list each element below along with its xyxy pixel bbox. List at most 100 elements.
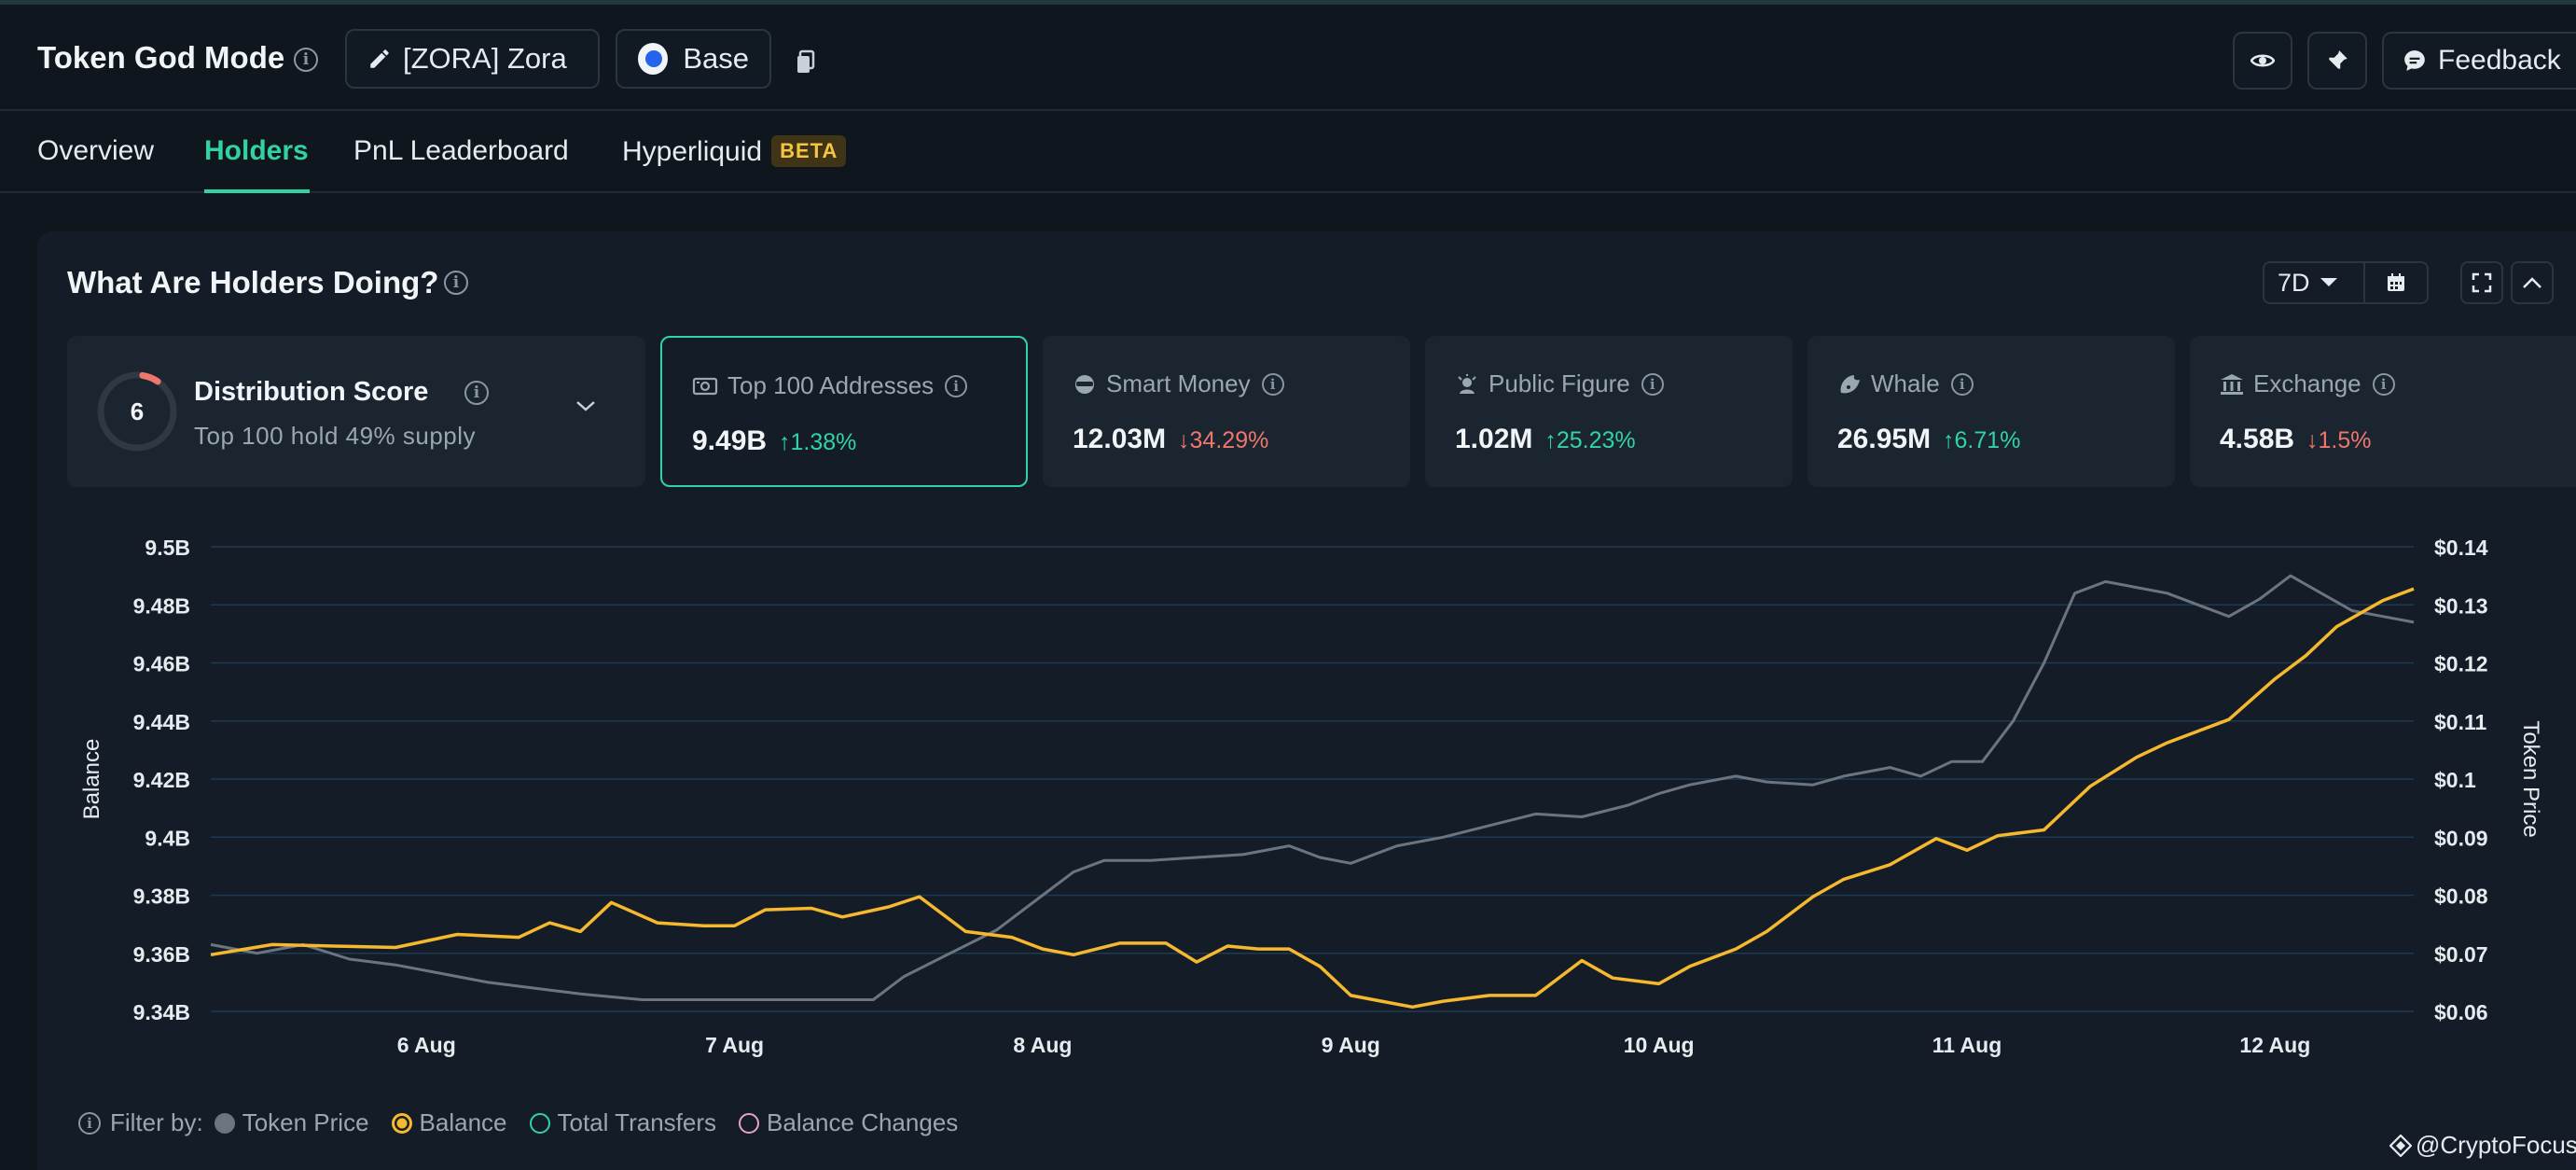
watermark: @CryptoFocus	[2389, 1131, 2576, 1160]
caret-down-icon	[2320, 278, 2337, 286]
change-percent: 1.5%	[2318, 427, 2372, 453]
feedback-label: Feedback	[2438, 45, 2561, 76]
smart-money-card[interactable]: Smart Money i 12.03M ↓34.29%	[1043, 336, 1410, 487]
token-label: [ZORA] Zora	[403, 42, 567, 75]
series-line-token-price	[210, 574, 2415, 1001]
token-selector-button[interactable]: [ZORA] Zora	[345, 29, 600, 89]
x-tick-label: 10 Aug	[1624, 1033, 1695, 1057]
info-icon[interactable]: i	[294, 48, 318, 72]
info-icon[interactable]: i	[1261, 372, 1284, 396]
change-percent: 25.23%	[1556, 427, 1636, 453]
change-percent: 34.29%	[1189, 427, 1269, 453]
change-down: ↓34.29%	[1171, 427, 1268, 453]
public-figure-icon	[1458, 373, 1476, 394]
y-tick-label: 9.34B	[133, 1000, 190, 1024]
holders-chart[interactable]: 9.34B 9.36B 9.38B 9.4B 9.42B 9.44B 9.46B 9.48B 9…	[37, 521, 2576, 1099]
watch-button[interactable]	[2233, 32, 2292, 90]
top-100-addresses-card[interactable]: Top 100 Addresses i 9.49B ↑1.38%	[660, 336, 1028, 487]
info-icon[interactable]: i	[464, 381, 489, 405]
y2-tick-label: $0.13	[2434, 593, 2488, 618]
tab-bar: Overview Holders PnL Leaderboard Hyperli…	[0, 113, 2576, 193]
info-icon[interactable]: i	[1950, 372, 1974, 396]
legend-total-transfers[interactable]: Total Transfers	[529, 1108, 717, 1137]
arrow-up-icon: ↑	[772, 429, 791, 455]
feedback-button[interactable]: Feedback	[2382, 32, 2576, 90]
tab-holders[interactable]: Holders	[204, 135, 310, 193]
y-tick-label: 9.46B	[133, 652, 190, 676]
top-accent-line	[0, 0, 2576, 5]
expand-icon	[2472, 272, 2492, 293]
card-label: Exchange	[2253, 369, 2361, 397]
y2-tick-label: $0.14	[2434, 536, 2488, 560]
change-up: ↑25.23%	[1538, 427, 1635, 453]
chain-selector-button[interactable]: Base	[616, 29, 771, 89]
copy-icon[interactable]	[796, 49, 816, 76]
filter-label: Filter by:	[110, 1108, 203, 1136]
tab-overview[interactable]: Overview	[37, 135, 155, 166]
info-icon[interactable]: i	[78, 1111, 101, 1135]
tab-pnl-leaderboard[interactable]: PnL Leaderboard	[353, 135, 569, 166]
pin-button[interactable]	[2307, 32, 2367, 90]
distribution-score-card[interactable]: 6 Distribution Score i Top 100 hold 49% …	[67, 336, 645, 487]
exchange-card[interactable]: Exchange i 4.58B ↓1.5%	[2190, 336, 2576, 487]
y-axis-label: Balance	[79, 739, 104, 820]
x-tick-label: 6 Aug	[397, 1033, 456, 1057]
score-gauge	[97, 371, 177, 452]
y2-tick-label: $0.12	[2434, 652, 2488, 676]
period-dropdown[interactable]: 7D	[2264, 263, 2365, 302]
legend-balance[interactable]: Balance	[391, 1108, 507, 1137]
tab-hyperliquid[interactable]: Hyperliquid BETA	[622, 135, 847, 193]
arrow-down-icon: ↓	[2300, 427, 2319, 453]
card-value: 12.03M	[1073, 424, 1167, 454]
card-label: Whale	[1871, 369, 1940, 397]
arrow-up-icon: ↑	[1538, 427, 1557, 453]
x-tick-label: 8 Aug	[1013, 1033, 1072, 1057]
distribution-subtitle: Top 100 hold 49% supply	[194, 422, 477, 450]
chevron-down-icon[interactable]	[575, 399, 597, 412]
distribution-label: Distribution Score	[194, 377, 429, 407]
collapse-button[interactable]	[2511, 261, 2554, 304]
calendar-icon	[2388, 273, 2404, 291]
y2-tick-label: $0.09	[2434, 826, 2488, 850]
info-icon[interactable]: i	[945, 374, 968, 397]
change-up: ↑6.71%	[1936, 427, 2020, 453]
change-percent: 6.71%	[1954, 427, 2021, 453]
x-tick-label: 9 Aug	[1322, 1033, 1380, 1057]
series-line-balance	[210, 587, 2415, 1010]
legend-token-price[interactable]: Token Price	[214, 1108, 369, 1137]
legend-label: Total Transfers	[557, 1108, 717, 1136]
change-percent: 1.38%	[790, 429, 857, 455]
public-figure-card[interactable]: Public Figure i 1.02M ↑25.23%	[1425, 336, 1793, 487]
x-tick-label: 11 Aug	[1932, 1033, 2002, 1057]
score-value: 6	[130, 397, 145, 425]
fullscreen-button[interactable]	[2460, 261, 2503, 304]
card-label: Public Figure	[1489, 369, 1630, 397]
date-range-button[interactable]	[2365, 263, 2427, 302]
card-value: 4.58B	[2220, 424, 2295, 454]
info-icon[interactable]: i	[444, 271, 468, 295]
whale-card[interactable]: Whale i 26.95M ↑6.71%	[1807, 336, 2175, 487]
y-tick-label: 9.44B	[133, 710, 190, 734]
y2-tick-label: $0.11	[2434, 710, 2486, 734]
header: Token God Mode i [ZORA] Zora Base Feedba…	[0, 5, 2576, 111]
legend-balance-changes[interactable]: Balance Changes	[739, 1108, 958, 1137]
arrow-down-icon: ↓	[1171, 427, 1190, 453]
info-icon[interactable]: i	[1641, 372, 1664, 396]
total-transfers-swatch	[529, 1112, 550, 1134]
base-chain-icon	[638, 43, 669, 75]
info-icon[interactable]: i	[2372, 372, 2395, 396]
balance-swatch	[391, 1112, 412, 1134]
smart-money-icon	[1075, 374, 1094, 394]
token-price-swatch	[214, 1112, 235, 1134]
change-up: ↑1.38%	[772, 429, 856, 455]
card-value: 1.02M	[1455, 424, 1533, 454]
tab-hyperliquid-label: Hyperliquid	[622, 136, 763, 167]
legend-label: Token Price	[242, 1108, 369, 1136]
chain-label: Base	[683, 42, 749, 75]
y2-tick-label: $0.1	[2434, 768, 2476, 792]
pencil-icon	[370, 49, 389, 68]
chart-legend: i Filter by: Token Price Balance Total T…	[78, 1108, 958, 1137]
period-selector: 7D	[2263, 261, 2429, 304]
y-tick-label: 9.36B	[133, 942, 190, 967]
whale-icon	[1840, 374, 1860, 393]
